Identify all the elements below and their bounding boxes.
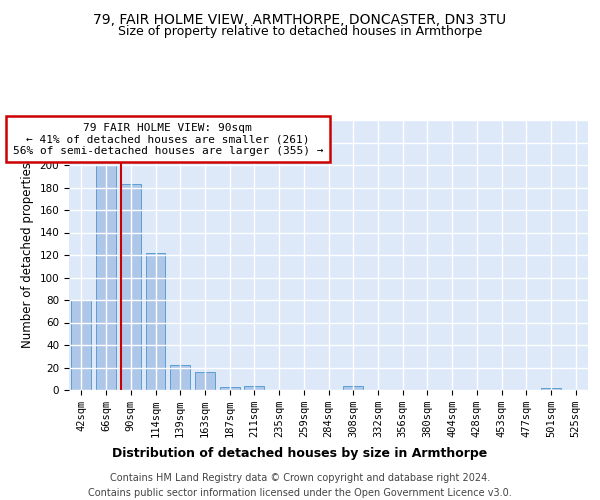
Bar [343,386,363,390]
Text: Contains HM Land Registry data © Crown copyright and database right 2024.
Contai: Contains HM Land Registry data © Crown c… [88,472,512,498]
Bar [71,300,91,390]
Bar [146,253,166,390]
Bar [121,184,140,390]
Bar [195,372,215,390]
Text: Size of property relative to detached houses in Armthorpe: Size of property relative to detached ho… [118,25,482,38]
Text: Distribution of detached houses by size in Armthorpe: Distribution of detached houses by size … [112,448,488,460]
Text: 79 FAIR HOLME VIEW: 90sqm
← 41% of detached houses are smaller (261)
56% of semi: 79 FAIR HOLME VIEW: 90sqm ← 41% of detac… [13,122,323,156]
Bar [541,388,561,390]
Bar [96,165,116,390]
Bar [170,365,190,390]
Bar [220,386,239,390]
Bar [244,386,264,390]
Y-axis label: Number of detached properties: Number of detached properties [21,162,34,348]
Text: 79, FAIR HOLME VIEW, ARMTHORPE, DONCASTER, DN3 3TU: 79, FAIR HOLME VIEW, ARMTHORPE, DONCASTE… [94,12,506,26]
